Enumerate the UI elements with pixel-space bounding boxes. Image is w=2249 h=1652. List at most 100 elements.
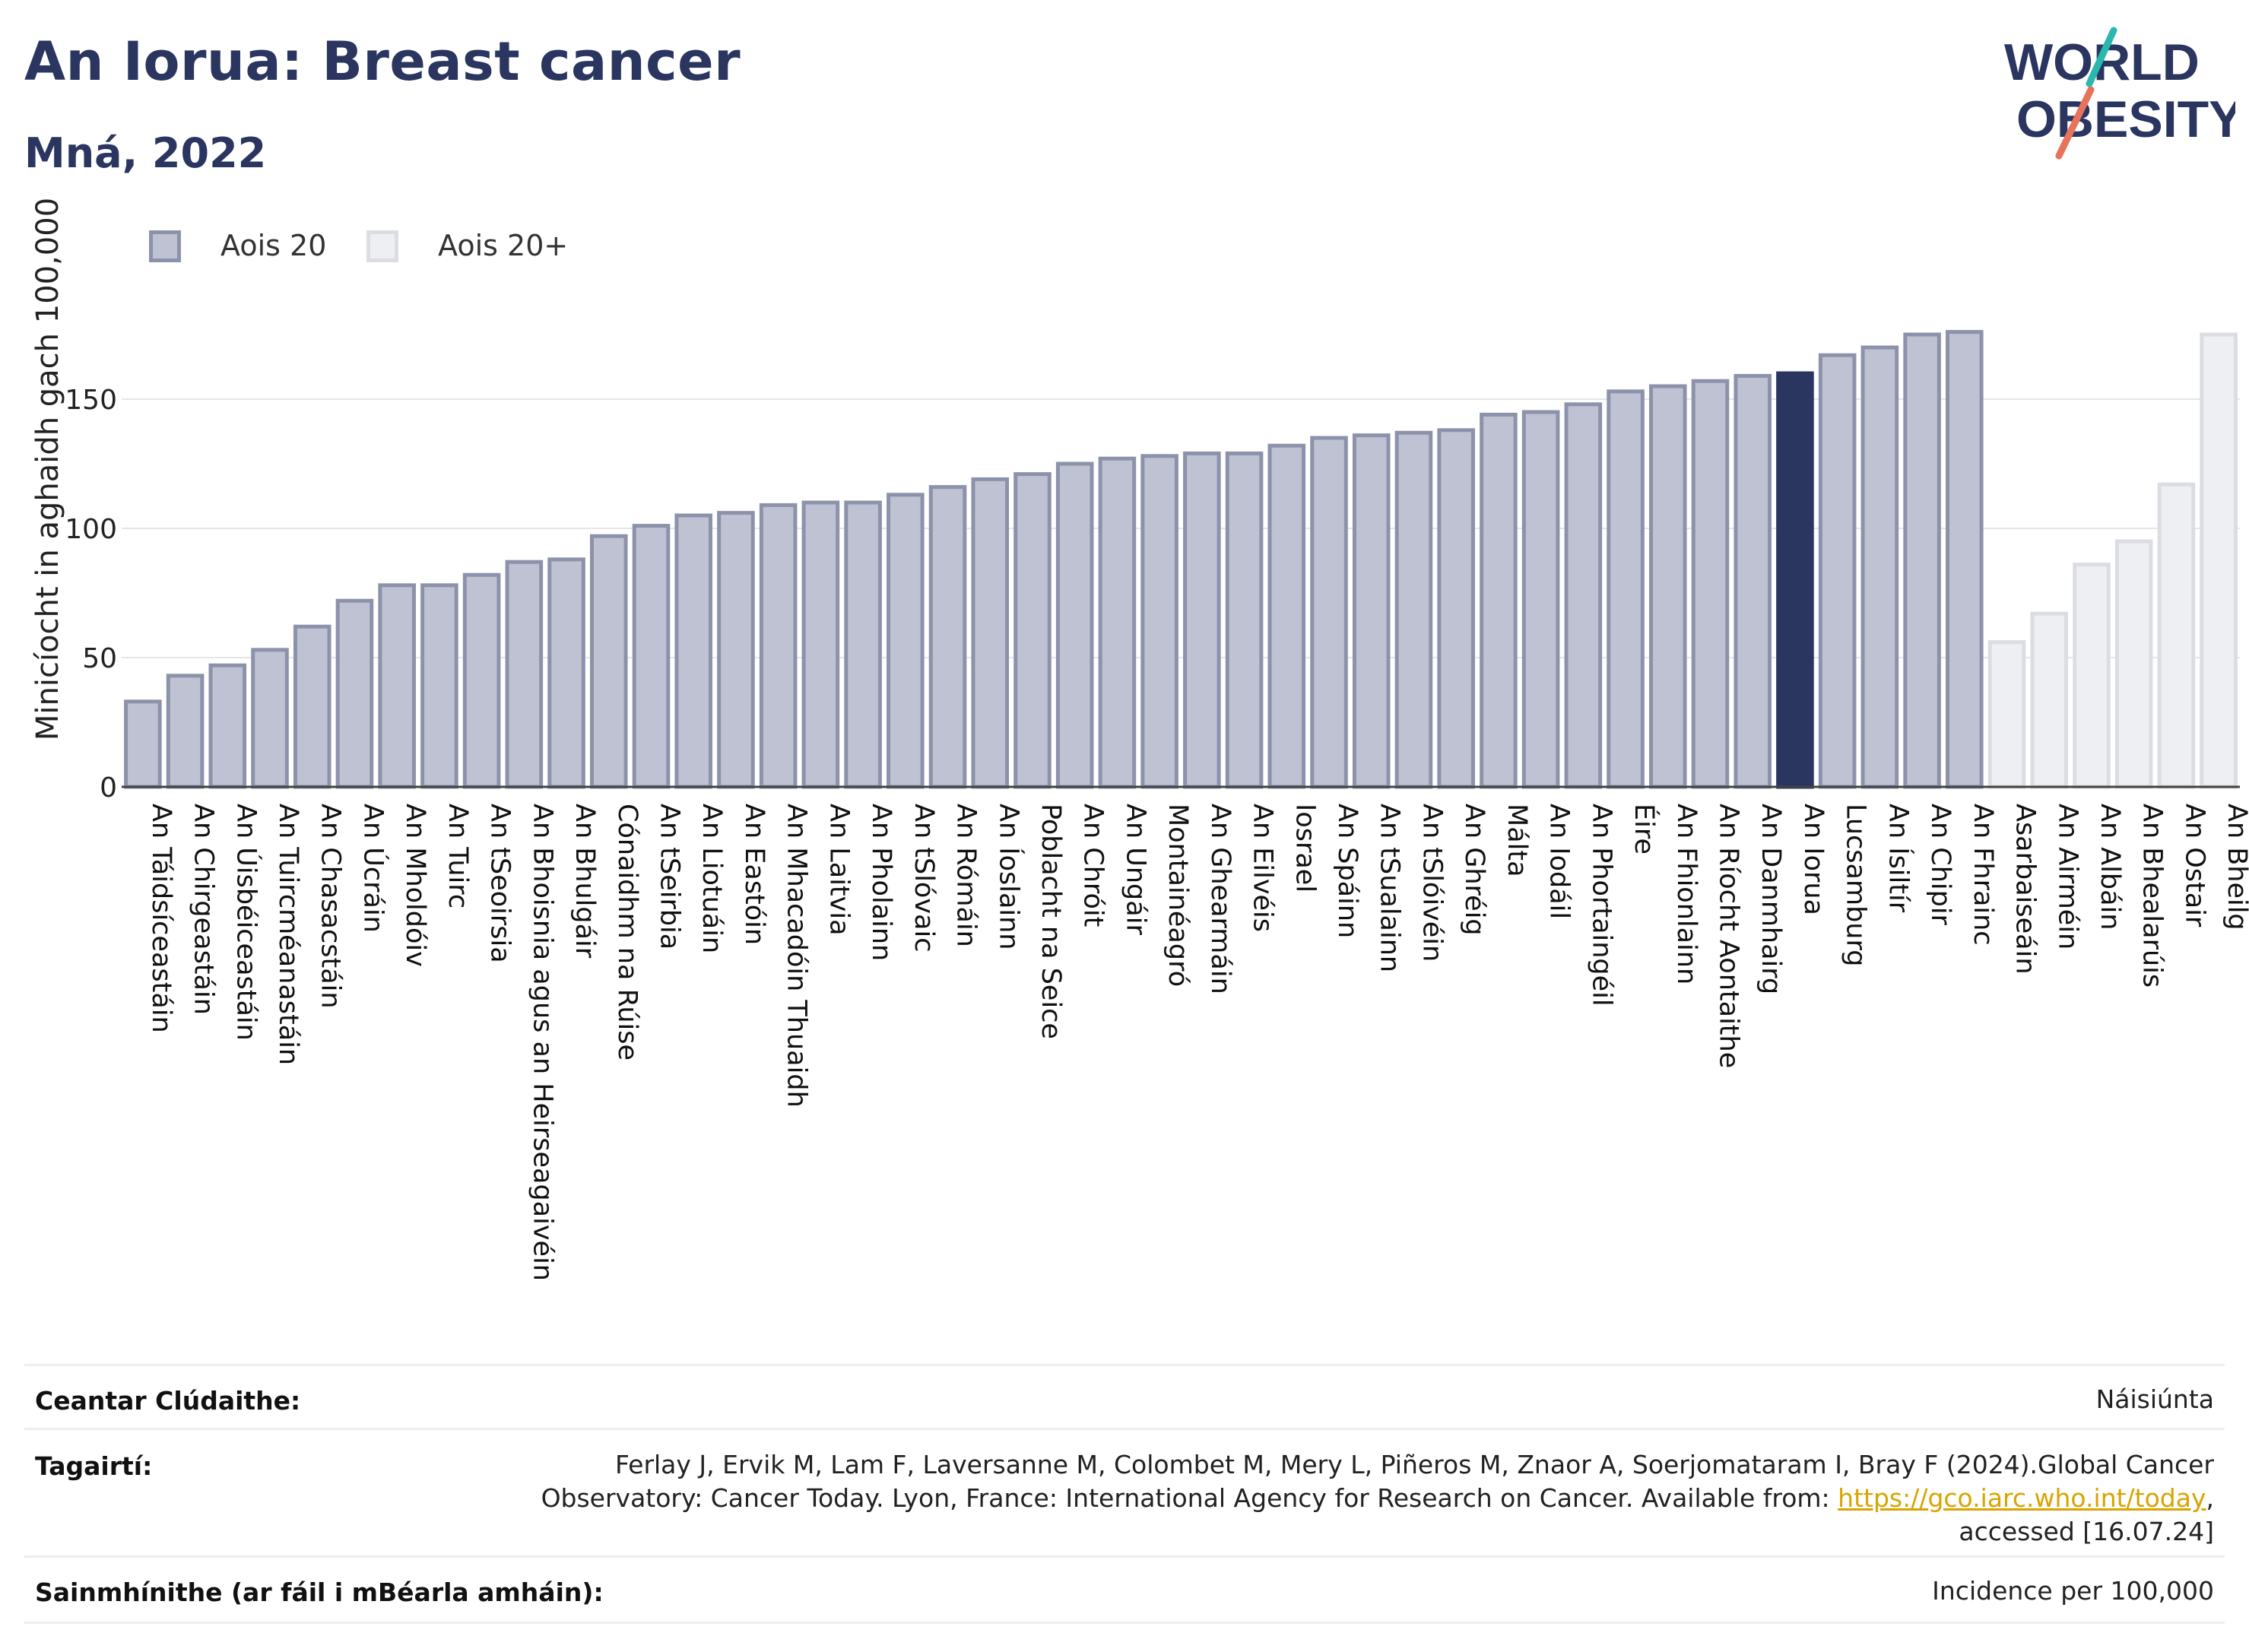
bar [971,477,1010,789]
x-tick-label: An tSeoirsia [485,804,515,963]
bar [1946,330,1984,789]
bar [1903,332,1941,789]
reference-line2: Observatory: Cancer Today. Lyon, France:… [541,1482,2214,1515]
x-tick-label: An Íoslainn [993,804,1025,950]
bar [844,500,882,789]
bar-highlight [1776,371,1814,789]
x-tick-label: An Danmhairg [1756,804,1786,994]
x-tick-label: An Tuirc [443,804,473,908]
x-tick-label: An Eastóin [739,804,769,945]
reference-line1: Ferlay J, Ervik M, Lam F, Laversanne M, … [614,1450,2214,1479]
bar [1267,443,1306,789]
legend-swatch-main [149,230,181,262]
x-tick-label: Éire [1629,804,1661,855]
x-tick-label: An Albáin [2095,804,2125,931]
meta-key-references: Tagairtí: [35,1451,153,1481]
x-tick-label: Iosrael [1289,804,1320,893]
x-tick-label: An Chasacstáin [316,804,346,1009]
x-tick-label: An Fhionlainn [1671,804,1702,985]
x-tick-label: An Mhacadóin Thuaidh [782,804,812,1108]
meta-value-definitions: Incidence per 100,000 [1932,1576,2214,1606]
meta-row-references: Tagairtí: Ferlay J, Ervik M, Lam F, Lave… [24,1428,2225,1558]
meta-row-coverage: Ceantar Clúdaithe: Náisiúnta [24,1364,2225,1430]
x-tick-label: An tSlóivéin [1416,804,1447,962]
bar [1310,436,1348,789]
reference-line2-text: Observatory: Cancer Today. Lyon, France:… [541,1483,1838,1513]
bar [124,699,162,789]
x-tick-label: An Ghearmáin [1205,804,1236,994]
reference-line2-end: , [2206,1483,2215,1513]
world-obesity-logo: WORLD OBESITY [2004,27,2235,160]
x-tick-label: An Eilvéis [1248,804,1278,932]
bar [589,534,628,789]
bar [1013,472,1052,789]
bar-chart: 0 50 100 150 An Táidsíceastáin An Chirgeastá… [30,198,2249,1281]
bar [1648,384,1687,789]
bar [1521,410,1560,789]
bar [547,557,585,789]
x-tick-label: An tSeirbia [655,804,685,950]
x-tick-label: An Rómáin [951,804,982,947]
y-tick-labels: 0 50 100 150 [65,385,117,804]
y-tick-label: 100 [65,514,117,545]
bar [2200,332,2238,789]
bar [717,511,755,789]
bar [2114,539,2153,789]
y-tick-label: 150 [65,385,117,416]
x-tick-label: An Ostair [2179,804,2209,927]
y-axis-label: Minicíocht in aghaidh gach 100,000 [30,198,65,740]
x-tick-label: An Ríocht Aontaithe [1714,804,1744,1068]
meta-value-coverage: Náisiúnta [2095,1384,2214,1414]
bar [674,513,713,789]
x-tick-label: Cónaidhm na Rúise [612,804,642,1061]
bar [1734,373,1772,789]
x-tick-label: An Ungáir [1120,804,1150,935]
x-tick-label: An Bheilg [2222,804,2249,931]
bar [1140,454,1178,789]
bar [1691,379,1730,789]
bars [124,330,2238,789]
x-tick-label: An Bhealarúis [2137,804,2168,988]
bar [378,583,416,789]
bar [335,598,374,789]
bar [1098,456,1137,789]
x-tick-label: Lucsamburg [1841,804,1871,966]
x-tick-label: An Bhulgáir [569,804,600,959]
logo-line2: OBESITY [2016,90,2235,148]
x-tick-label: An Úisbéiceastáin [230,804,262,1041]
x-tick-label: An Mholdóiv [400,804,430,967]
bar [1352,433,1391,789]
x-tick-label: Poblacht na Seice [1036,804,1066,1039]
x-tick-label: An Chipir [1925,804,1956,926]
x-tick-label: An Spáinn [1332,804,1362,938]
meta-row-definitions: Sainmhínithe (ar fáil i mBéarla amháin):… [24,1555,2225,1624]
x-tick-label: An Iodáil [1544,804,1575,919]
x-tick-label: An Pholainn [866,804,896,961]
meta-key-coverage: Ceantar Clúdaithe: [35,1386,301,1416]
x-tick-label: An Ghréig [1459,804,1489,936]
bar [462,572,501,789]
bar [1394,430,1433,789]
bar [2030,611,2069,789]
bar [1055,461,1094,789]
x-tick-label: An Chirgeastáin [189,804,219,1015]
bar [1225,451,1264,789]
bar [928,485,967,789]
x-tick-label: An Iorua [1798,804,1829,915]
bar [505,560,544,789]
x-tick-label: An Laitvia [823,804,854,936]
logo-slash-orange [2055,86,2095,160]
x-tick-label: An Úcráin [357,804,389,933]
x-tick-label: An tSualainn [1375,804,1405,972]
logo-slash-teal [2086,27,2117,87]
bar [1437,428,1475,789]
page-title: An Iorua: Breast cancer [24,30,741,93]
x-tick-label: Asarbaiseáin [2010,804,2041,975]
bar [420,583,458,789]
x-tick-label: An Chróit [1078,804,1109,927]
bar [1818,353,1857,789]
reference-link[interactable]: https://gco.iarc.who.int/today [1838,1483,2206,1513]
x-tick-label: An tSlóvaic [909,804,939,952]
meta-key-definitions: Sainmhínithe (ar fáil i mBéarla amháin): [35,1577,604,1607]
bar [2073,563,2111,789]
